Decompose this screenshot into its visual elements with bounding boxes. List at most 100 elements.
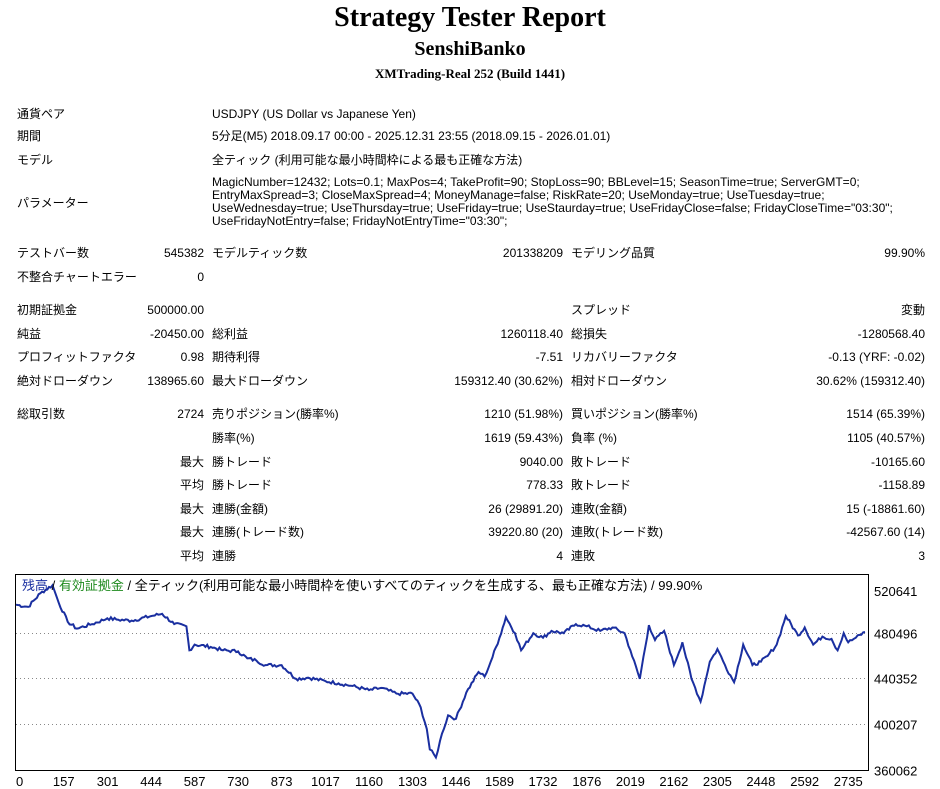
max-dd-label: 最大ドローダウン <box>212 374 309 388</box>
avg-win-value: 778.33 <box>526 478 563 492</box>
x-tick-label: 0 <box>16 774 23 789</box>
expected-label: 期待利得 <box>212 350 261 364</box>
balance-chart: 520641 480496 440352 400207 360062 0 157 301 44… <box>0 574 940 789</box>
legend-balance: 残高 <box>22 578 49 593</box>
pf-value: 0.98 <box>180 350 204 364</box>
max-win-label: 勝トレード <box>212 455 273 469</box>
lossrate-value: 1105 (40.57%) <box>847 431 925 445</box>
bars-label: テストバー数 <box>17 246 90 260</box>
avg-cons-win-label: 連勝 <box>212 549 237 563</box>
max-prefix-3: 最大 <box>179 525 204 539</box>
balance-chart-svg: 520641 480496 440352 400207 360062 0 157 301 44… <box>15 574 917 789</box>
deposit-label: 初期証拠金 <box>17 303 78 317</box>
long-label: 買いポジション(勝率%) <box>571 407 698 421</box>
x-tick-label: 1732 <box>529 774 558 789</box>
x-tick-label: 1446 <box>442 774 471 789</box>
x-axis-ticks: 0 157 301 444 587 730 873 1017 1160 1303 1446 1589 1… <box>16 774 863 789</box>
spread-value: 変動 <box>900 303 925 317</box>
abs-dd-label: 絶対ドローダウン <box>17 374 114 388</box>
params-label: パラメーター <box>17 196 89 210</box>
x-tick-label: 2162 <box>659 774 688 789</box>
max-prefix-2: 最大 <box>179 502 204 516</box>
avg-cons-win-value: 4 <box>556 549 563 563</box>
x-tick-label: 1876 <box>572 774 601 789</box>
x-tick-label: 873 <box>271 774 293 789</box>
max-loss-value: -10165.60 <box>870 455 925 469</box>
gross-profit-value: 1260118.40 <box>500 327 563 341</box>
x-tick-label: 2735 <box>834 774 863 789</box>
lossrate-label: 負率 (%) <box>571 431 617 445</box>
rel-dd-label: 相対ドローダウン <box>571 374 668 388</box>
period-label: 期間 <box>17 129 42 143</box>
x-tick-label: 1303 <box>398 774 427 789</box>
y-tick-label: 480496 <box>874 627 917 642</box>
y-tick-label: 440352 <box>874 672 917 687</box>
model-value: 全ティック (利用可能な最小時間枠による最も正確な方法) <box>212 153 523 167</box>
model-label: モデル <box>17 153 54 167</box>
max-cons-lossamt-label: 連敗(トレード数) <box>571 525 663 539</box>
chart-legend: 残高 / 有効証拠金 / 全ティック(利用可能な最小時間枠を使いすべてのティック… <box>22 578 702 594</box>
net-value: -20450.00 <box>149 327 204 341</box>
legend-sep-1: / <box>48 578 59 593</box>
x-tick-label: 2448 <box>746 774 775 789</box>
x-tick-label: 2305 <box>703 774 732 789</box>
params-value: MagicNumber=12432; Lots=0.1; MaxPos=4; T… <box>212 175 893 228</box>
report-title: Strategy Tester Report <box>334 2 606 33</box>
max-win-value: 9040.00 <box>519 455 563 469</box>
x-tick-label: 2019 <box>616 774 645 789</box>
rel-dd-value: 30.62% (159312.40) <box>816 374 925 388</box>
legend-sep-2: / <box>123 578 135 593</box>
short-label: 売りポジション(勝率%) <box>212 407 339 421</box>
expected-value: -7.51 <box>535 350 563 364</box>
max-cons-loss-label: 連敗(金額) <box>571 502 627 516</box>
long-value: 1514 (65.39%) <box>846 407 925 421</box>
deposit-value: 500000.00 <box>147 303 204 317</box>
max-cons-loss-value: 15 (-18861.60) <box>846 502 925 516</box>
recovery-label: リカバリーファクタ <box>571 350 678 364</box>
spread-label: スプレッド <box>571 303 632 317</box>
winrate-label: 勝率(%) <box>212 431 255 445</box>
y-tick-label: 520641 <box>874 584 917 599</box>
net-label: 純益 <box>17 327 42 341</box>
bars-value: 545382 <box>163 246 204 260</box>
legend-sep-3: / <box>647 578 659 593</box>
recovery-value: -0.13 (YRF: -0.02) <box>828 350 925 364</box>
ticks-label: モデルティック数 <box>212 246 308 260</box>
x-tick-label: 730 <box>227 774 249 789</box>
gross-loss-value: -1280568.40 <box>857 327 925 341</box>
gross-profit-label: 総利益 <box>212 327 249 341</box>
avg-prefix-2: 平均 <box>179 549 204 563</box>
plot-frame <box>15 574 869 771</box>
y-axis-ticks: 520641 480496 440352 400207 360062 <box>874 584 917 779</box>
avg-win-label: 勝トレード <box>212 478 273 492</box>
avg-prefix-1: 平均 <box>179 478 204 492</box>
y-tick-label: 400207 <box>874 718 917 733</box>
pair-value: USDJPY (US Dollar vs Japanese Yen) <box>212 107 416 121</box>
avg-cons-loss-label: 連敗 <box>571 549 596 563</box>
x-tick-label: 1160 <box>355 774 383 789</box>
max-cons-win-value: 26 (29891.20) <box>488 502 563 516</box>
winrate-value: 1619 (59.43%) <box>484 431 563 445</box>
max-cons-profit-value: 39220.80 (20) <box>488 525 563 539</box>
legend-model: 全ティック(利用可能な最小時間枠を使いすべてのティックを生成する、最も正確な方法… <box>134 578 648 593</box>
legend-equity: 有効証拠金 <box>58 578 124 593</box>
y-tick-label: 360062 <box>874 764 917 779</box>
x-tick-label: 157 <box>53 774 75 789</box>
balance-series-line <box>15 583 866 760</box>
avg-loss-value: -1158.89 <box>878 478 925 492</box>
max-cons-win-label: 連勝(金額) <box>212 502 268 516</box>
quality-label: モデリング品質 <box>571 246 656 260</box>
max-loss-label: 敗トレード <box>571 455 632 469</box>
server-build: XMTrading-Real 252 (Build 1441) <box>374 66 566 81</box>
x-tick-label: 1589 <box>485 774 514 789</box>
expert-name: SenshiBanko <box>414 38 526 60</box>
trades-label: 総取引数 <box>17 407 66 421</box>
period-value: 5分足(M5) 2018.09.17 00:00 - 2025.12.31 23… <box>212 129 611 143</box>
max-prefix-1: 最大 <box>179 455 204 469</box>
quality-value: 99.90% <box>884 246 925 260</box>
max-dd-value: 159312.40 (30.62%) <box>454 374 563 388</box>
trades-value: 2724 <box>177 407 204 421</box>
mismatch-value: 0 <box>197 270 204 284</box>
short-value: 1210 (51.98%) <box>484 407 563 421</box>
max-cons-lossamt-value: -42567.60 (14) <box>846 525 925 539</box>
